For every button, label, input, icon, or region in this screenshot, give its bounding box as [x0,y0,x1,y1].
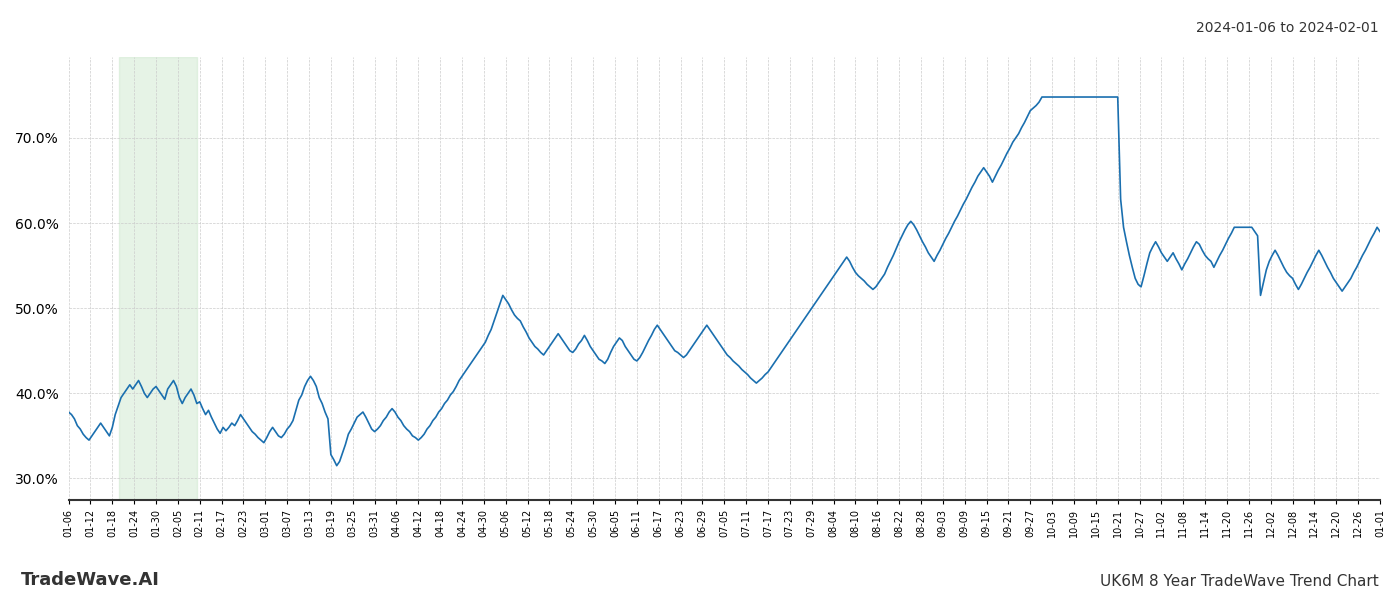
Text: 2024-01-06 to 2024-02-01: 2024-01-06 to 2024-02-01 [1197,21,1379,35]
Bar [119,57,197,500]
Text: UK6M 8 Year TradeWave Trend Chart: UK6M 8 Year TradeWave Trend Chart [1100,574,1379,589]
Text: TradeWave.AI: TradeWave.AI [21,571,160,589]
